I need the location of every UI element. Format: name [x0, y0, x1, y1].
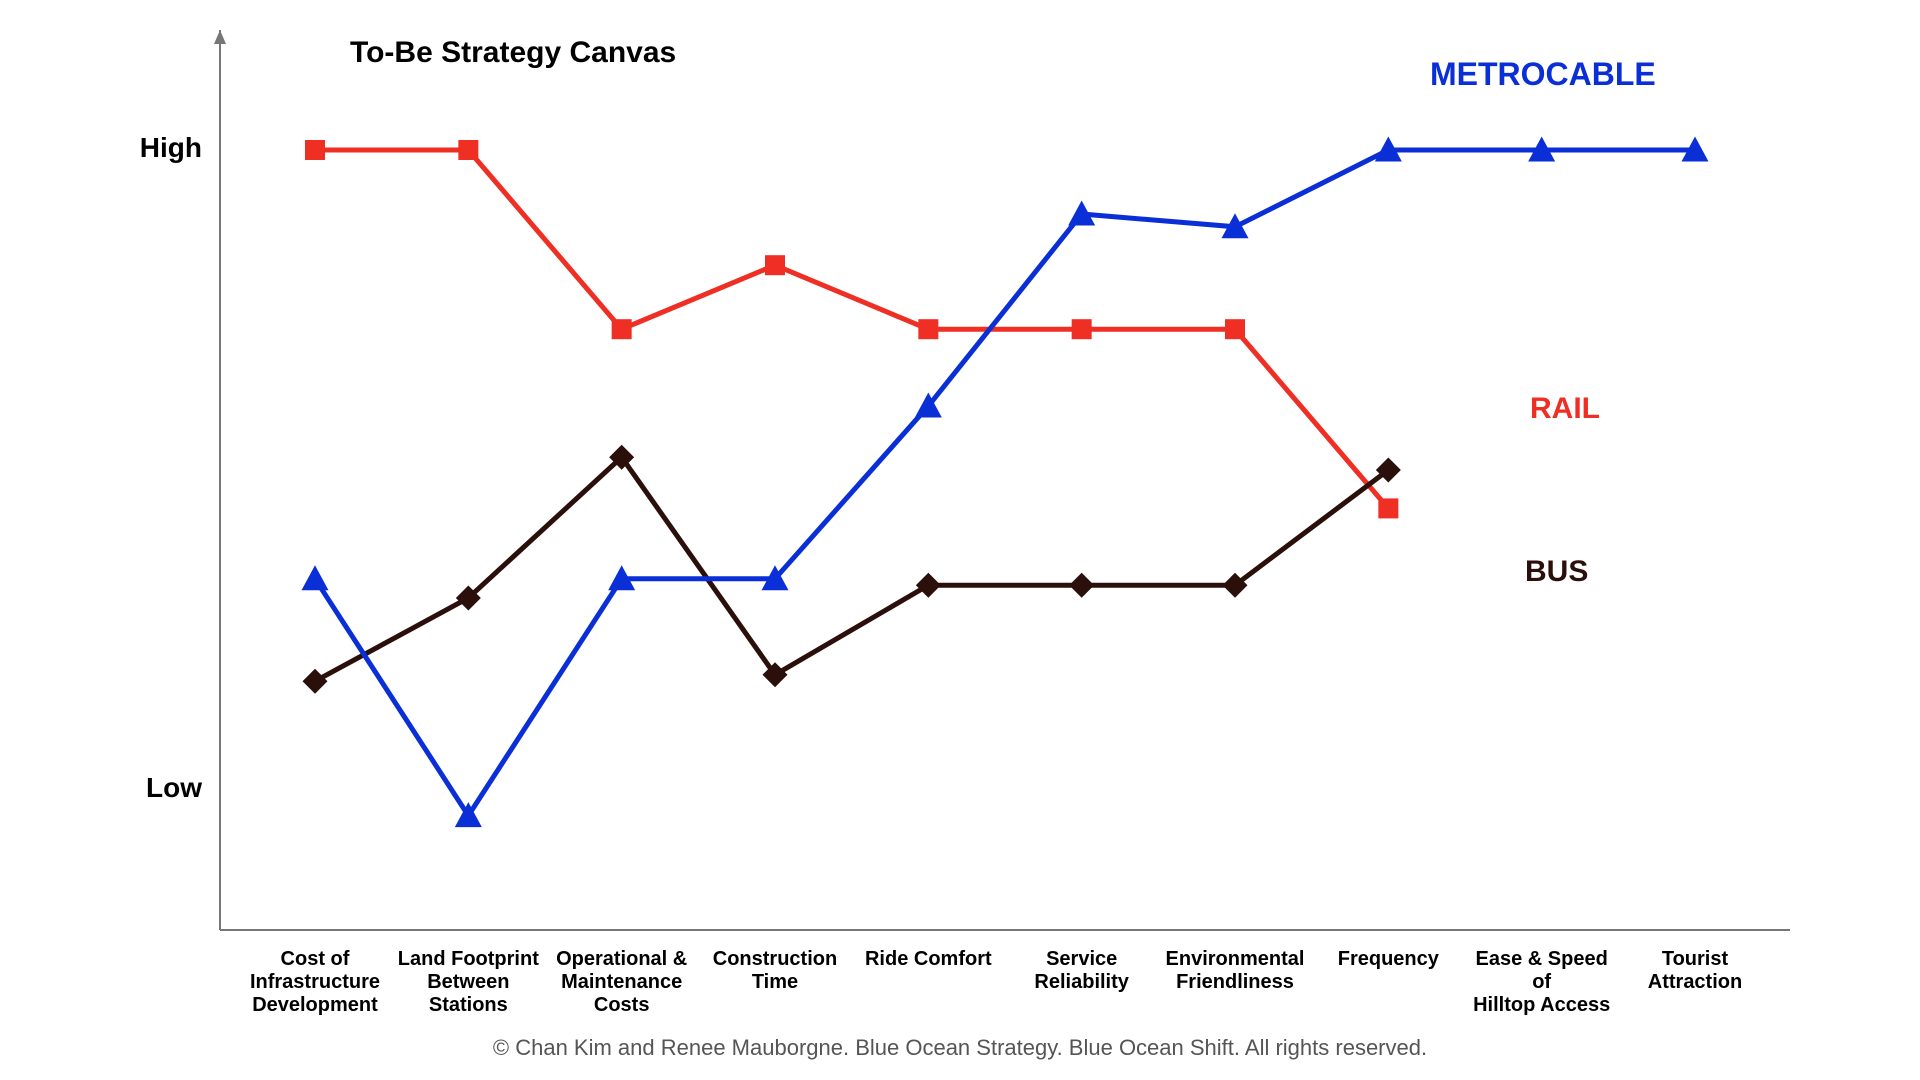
chart-title: To-Be Strategy Canvas: [350, 36, 676, 70]
strategy-canvas-chart: [0, 0, 1920, 1080]
series-label-metrocable: METROCABLE: [1430, 56, 1656, 93]
category-label: EnvironmentalFriendliness: [1160, 948, 1310, 994]
category-label: Cost ofInfrastructureDevelopment: [240, 948, 390, 1017]
category-label: Frequency: [1313, 948, 1463, 971]
category-label: ServiceReliability: [1007, 948, 1157, 994]
y-axis-high-label: High: [140, 132, 202, 164]
series-label-rail: RAIL: [1530, 392, 1600, 426]
category-label: Ease & Speed ofHilltop Access: [1467, 948, 1617, 1017]
series-label-bus: BUS: [1525, 555, 1588, 589]
category-label: Land FootprintBetweenStations: [393, 948, 543, 1017]
category-label: Ride Comfort: [853, 948, 1003, 971]
category-label: TouristAttraction: [1620, 948, 1770, 994]
chart-credit: © Chan Kim and Renee Mauborgne. Blue Oce…: [0, 1035, 1920, 1061]
category-label: ConstructionTime: [700, 948, 850, 994]
category-label: Operational &MaintenanceCosts: [547, 948, 697, 1017]
y-axis-low-label: Low: [146, 772, 202, 804]
